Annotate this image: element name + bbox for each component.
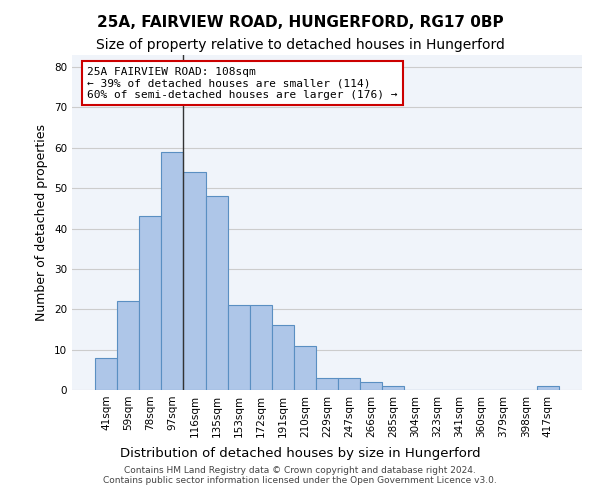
Bar (206, 196, 227, 390)
Bar (250, 305, 272, 390)
Bar (338, 378, 360, 390)
Bar (382, 386, 404, 390)
Bar (227, 305, 250, 390)
Bar (139, 216, 161, 390)
Bar (161, 152, 184, 390)
Bar (117, 301, 139, 390)
Text: 25A FAIRVIEW ROAD: 108sqm
← 39% of detached houses are smaller (114)
60% of semi: 25A FAIRVIEW ROAD: 108sqm ← 39% of detac… (88, 66, 398, 100)
Y-axis label: Number of detached properties: Number of detached properties (35, 124, 49, 321)
Text: Size of property relative to detached houses in Hungerford: Size of property relative to detached ho… (95, 38, 505, 52)
Text: Distribution of detached houses by size in Hungerford: Distribution of detached houses by size … (119, 448, 481, 460)
Bar (360, 382, 382, 390)
Bar (184, 172, 206, 390)
Bar (272, 326, 294, 390)
Bar (95, 358, 117, 390)
Text: 25A, FAIRVIEW ROAD, HUNGERFORD, RG17 0BP: 25A, FAIRVIEW ROAD, HUNGERFORD, RG17 0BP (97, 15, 503, 30)
Bar (316, 378, 338, 390)
Bar (294, 346, 316, 390)
Text: Contains HM Land Registry data © Crown copyright and database right 2024.
Contai: Contains HM Land Registry data © Crown c… (103, 466, 497, 485)
Bar (537, 386, 559, 390)
